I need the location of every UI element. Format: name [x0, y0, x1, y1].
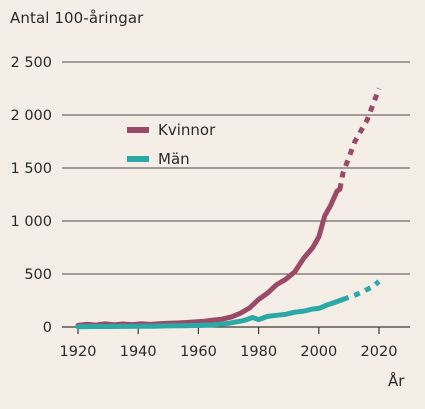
series-line-kvinnor	[75, 186, 343, 328]
x-tick-label: 2020	[361, 344, 398, 360]
x-axis-label: År	[388, 372, 405, 390]
y-tick-label: 2 500	[10, 55, 52, 71]
y-tick-label: 0	[43, 320, 52, 336]
series-projection-kvinnor	[337, 87, 382, 190]
chart-title: Antal 100-åringar	[10, 9, 144, 27]
series-projection-m-n	[342, 279, 381, 302]
y-tick-label: 1 500	[10, 161, 52, 177]
y-tick-label: 1 000	[10, 214, 52, 230]
y-tick-label: 500	[24, 267, 52, 283]
x-tick-label: 1980	[240, 344, 277, 360]
x-tick-label: 1920	[60, 344, 97, 360]
x-tick-label: 1940	[120, 344, 157, 360]
x-tick-label: 2000	[300, 344, 337, 360]
series-line-m-n	[75, 296, 346, 330]
x-tick-label: 1960	[180, 344, 217, 360]
legend-label: Män	[158, 150, 190, 168]
legend-label: Kvinnor	[158, 121, 216, 139]
y-tick-label: 2 000	[10, 108, 52, 124]
